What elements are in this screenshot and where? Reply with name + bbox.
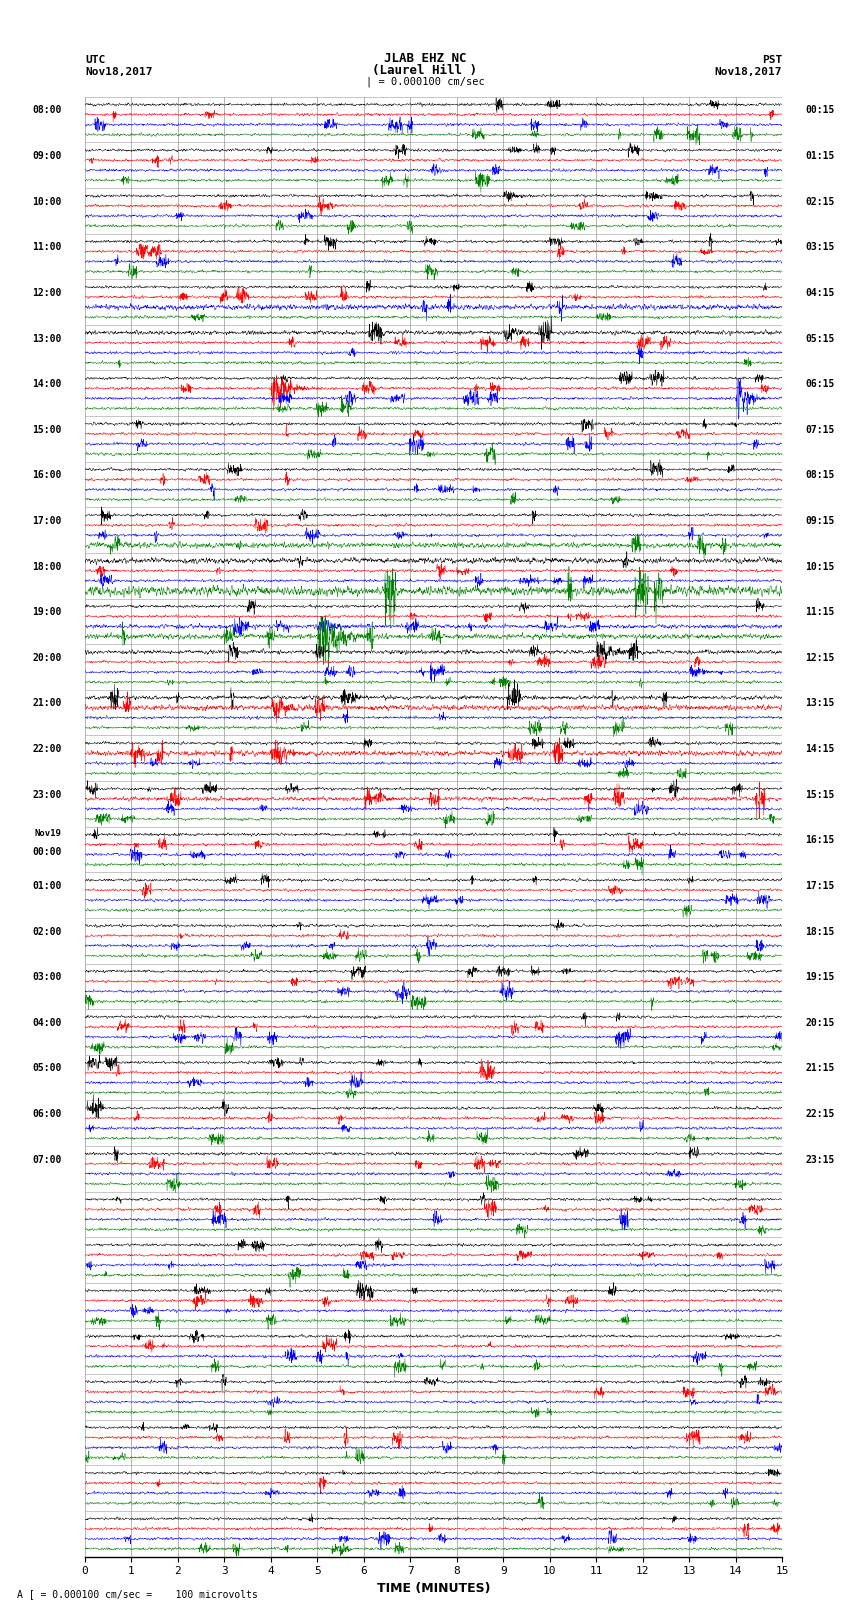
Text: 22:15: 22:15: [805, 1110, 835, 1119]
Text: 23:00: 23:00: [32, 790, 62, 800]
Text: 16:15: 16:15: [805, 836, 835, 845]
Text: 15:00: 15:00: [32, 424, 62, 436]
Text: 16:00: 16:00: [32, 471, 62, 481]
Text: 13:00: 13:00: [32, 334, 62, 344]
Text: 09:15: 09:15: [805, 516, 835, 526]
Text: A [ = 0.000100 cm/sec =    100 microvolts: A [ = 0.000100 cm/sec = 100 microvolts: [17, 1589, 258, 1598]
Text: 00:00: 00:00: [32, 847, 62, 857]
Text: | = 0.000100 cm/sec: | = 0.000100 cm/sec: [366, 76, 484, 87]
Text: (Laurel Hill ): (Laurel Hill ): [372, 63, 478, 77]
Text: 21:15: 21:15: [805, 1063, 835, 1073]
Text: 11:00: 11:00: [32, 242, 62, 252]
Text: 08:15: 08:15: [805, 471, 835, 481]
Text: Nov18,2017: Nov18,2017: [715, 66, 782, 77]
Text: 00:15: 00:15: [805, 105, 835, 116]
Text: UTC: UTC: [85, 55, 105, 65]
Text: 18:15: 18:15: [805, 926, 835, 937]
Text: 14:15: 14:15: [805, 744, 835, 755]
Text: 18:00: 18:00: [32, 561, 62, 571]
Text: 06:00: 06:00: [32, 1110, 62, 1119]
Text: 02:15: 02:15: [805, 197, 835, 206]
Text: 20:00: 20:00: [32, 653, 62, 663]
Text: 05:15: 05:15: [805, 334, 835, 344]
Text: 06:15: 06:15: [805, 379, 835, 389]
Text: 21:00: 21:00: [32, 698, 62, 708]
Text: 19:00: 19:00: [32, 606, 62, 618]
Text: 05:00: 05:00: [32, 1063, 62, 1073]
Text: 17:15: 17:15: [805, 881, 835, 890]
Text: 11:15: 11:15: [805, 606, 835, 618]
Text: 10:00: 10:00: [32, 197, 62, 206]
Text: 01:15: 01:15: [805, 152, 835, 161]
Text: 08:00: 08:00: [32, 105, 62, 116]
Text: 10:15: 10:15: [805, 561, 835, 571]
Text: 19:15: 19:15: [805, 973, 835, 982]
Text: 01:00: 01:00: [32, 881, 62, 890]
Text: 17:00: 17:00: [32, 516, 62, 526]
Text: 23:15: 23:15: [805, 1155, 835, 1165]
Text: 12:15: 12:15: [805, 653, 835, 663]
Text: 09:00: 09:00: [32, 152, 62, 161]
Text: 14:00: 14:00: [32, 379, 62, 389]
Text: 22:00: 22:00: [32, 744, 62, 755]
X-axis label: TIME (MINUTES): TIME (MINUTES): [377, 1582, 490, 1595]
Text: 20:15: 20:15: [805, 1018, 835, 1027]
Text: 03:15: 03:15: [805, 242, 835, 252]
Text: 12:00: 12:00: [32, 289, 62, 298]
Text: Nov18,2017: Nov18,2017: [85, 66, 152, 77]
Text: 15:15: 15:15: [805, 790, 835, 800]
Text: 07:15: 07:15: [805, 424, 835, 436]
Text: Nov19: Nov19: [35, 829, 62, 839]
Text: 03:00: 03:00: [32, 973, 62, 982]
Text: 04:00: 04:00: [32, 1018, 62, 1027]
Text: 04:15: 04:15: [805, 289, 835, 298]
Text: 02:00: 02:00: [32, 926, 62, 937]
Text: PST: PST: [762, 55, 782, 65]
Text: 07:00: 07:00: [32, 1155, 62, 1165]
Text: 13:15: 13:15: [805, 698, 835, 708]
Text: JLAB EHZ NC: JLAB EHZ NC: [383, 52, 467, 65]
